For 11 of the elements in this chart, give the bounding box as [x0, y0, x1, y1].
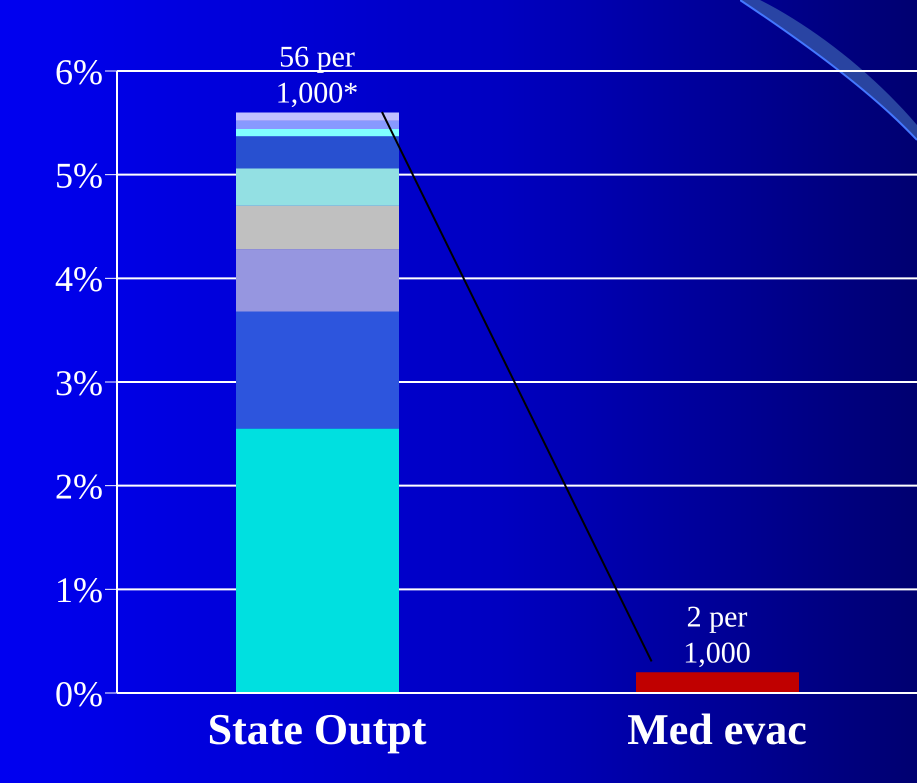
y-tick-label: 5% [55, 155, 103, 196]
y-tick-label: 4% [55, 259, 103, 300]
y-tick-label: 0% [55, 674, 103, 714]
x-tick-label: Med evac [627, 705, 807, 754]
y-tick-label: 3% [55, 362, 103, 403]
y-tick-label: 6% [55, 52, 103, 92]
y-tick-label: 2% [55, 466, 103, 506]
annotation: 56 per 1,000* [276, 40, 358, 110]
x-tick-label: State Outpt [208, 705, 427, 754]
y-tick-label: 1% [55, 570, 103, 610]
annotation: 2 per 1,000 [683, 600, 751, 670]
